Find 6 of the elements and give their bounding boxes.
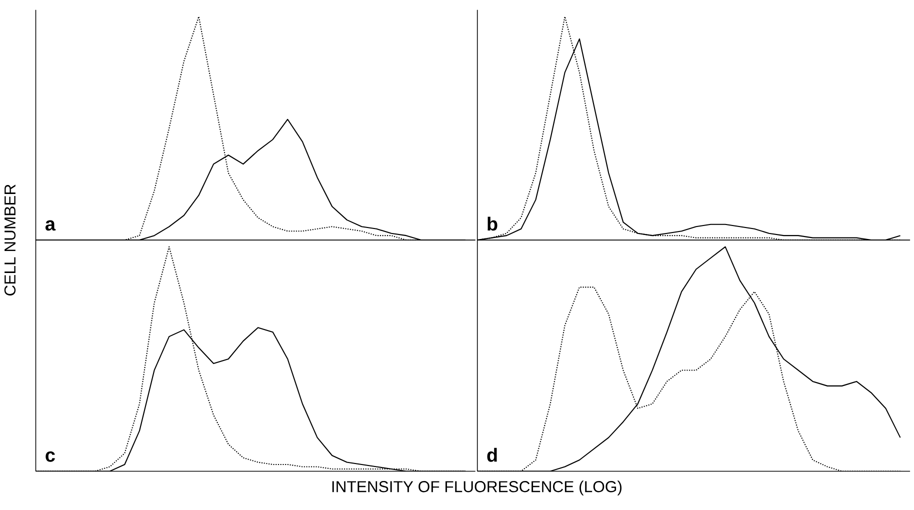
annotation: c (46, 452, 55, 462)
annotation: d (487, 448, 497, 462)
annotation: b (488, 216, 498, 231)
y-axis-title: CELL NUMBER (4, 184, 16, 296)
x-axis-title: INTENSITY OF FLUORESCENCE (LOG) (332, 480, 622, 496)
annotation: a (45, 220, 56, 231)
